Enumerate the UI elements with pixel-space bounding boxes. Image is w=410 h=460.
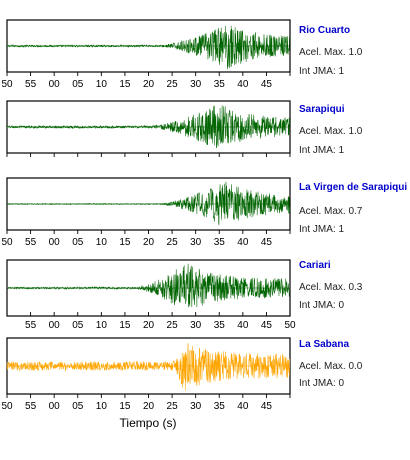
int-jma-label: Int JMA: 0 [299, 300, 344, 311]
x-tick-label: 05 [72, 237, 84, 248]
x-axis-title: Tiempo (s) [120, 416, 177, 430]
x-tick-label: 50 [1, 79, 13, 90]
x-tick-label: 20 [143, 237, 155, 248]
seismogram-trace [6, 105, 290, 149]
int-jma-label: Int JMA: 1 [299, 66, 344, 77]
x-tick-label: 00 [49, 401, 61, 412]
x-tick-label: 20 [143, 401, 155, 412]
x-tick-label: 55 [25, 79, 37, 90]
seismogram-trace [6, 25, 290, 70]
x-axis-ticks: 50 55 00 05 10 15 20 25 30 35 40 45 [1, 72, 291, 90]
acel-max-label: Acel. Max. 1.0 [299, 126, 363, 137]
x-tick-label: 45 [261, 79, 273, 90]
waveform-line [6, 25, 290, 70]
x-tick-label: 05 [72, 401, 84, 412]
x-tick-label: 35 [214, 79, 226, 90]
station-name: La Sabana [299, 339, 349, 350]
panel-sarapiqui: Sarapiqui Acel. Max. 1.0 Int JMA: 1 [6, 100, 363, 157]
x-tick-label: 20 [143, 79, 155, 90]
x-tick-label: 15 [119, 320, 131, 331]
x-tick-label: 50 [1, 237, 13, 248]
station-name: Cariari [299, 260, 331, 271]
x-tick-label: 20 [143, 320, 155, 331]
x-tick-label: 45 [261, 237, 273, 248]
x-tick-label: 05 [72, 79, 84, 90]
panel-rio-cuarto: 50 55 00 05 10 15 20 25 30 35 40 45 Rio Cuarto Acel… [1, 19, 363, 90]
acel-max-label: Acel. Max. 1.0 [299, 47, 363, 58]
x-tick-label: 00 [49, 79, 61, 90]
x-axis-ticks: 55 00 05 10 15 20 25 30 35 40 45 50 [6, 312, 296, 331]
waveform-line [6, 105, 290, 149]
x-axis-ticks [6, 153, 291, 157]
x-tick-label: 40 [237, 320, 249, 331]
x-tick-label: 10 [96, 237, 108, 248]
x-tick-label: 55 [25, 320, 37, 331]
x-tick-label: 35 [214, 320, 226, 331]
x-tick-label: 40 [237, 237, 249, 248]
waveform-line [7, 263, 290, 308]
int-jma-label: Int JMA: 1 [299, 224, 344, 235]
x-tick-label: 25 [167, 401, 179, 412]
station-name: Rio Cuarto [299, 25, 350, 36]
panel-cariari: 55 00 05 10 15 20 25 30 35 40 45 50 Cariari Acel. M… [6, 259, 363, 331]
x-tick-label: 40 [237, 79, 249, 90]
x-tick-label: 10 [96, 320, 108, 331]
x-tick-label: 35 [214, 401, 226, 412]
panel-la-sabana: 50 55 00 05 10 15 20 25 30 35 40 45 La Sabana Acel.… [1, 337, 363, 412]
x-tick-label: 15 [119, 237, 131, 248]
x-tick-label: 15 [119, 79, 131, 90]
int-jma-label: Int JMA: 0 [299, 378, 344, 389]
x-tick-label: 25 [167, 237, 179, 248]
x-tick-label: 55 [25, 401, 37, 412]
seismogram-trace [6, 181, 290, 226]
x-tick-label: 40 [237, 401, 249, 412]
x-tick-label: 25 [167, 320, 179, 331]
seismogram-trace [7, 263, 290, 308]
waveform-line [6, 181, 290, 226]
x-tick-label: 30 [190, 79, 202, 90]
acel-max-label: Acel. Max. 0.3 [299, 282, 363, 293]
station-name: Sarapiqui [299, 104, 345, 115]
x-tick-label: 35 [214, 237, 226, 248]
acel-max-label: Acel. Max. 0.7 [299, 206, 363, 217]
seismogram-trace [6, 343, 290, 391]
x-tick-label: 15 [119, 401, 131, 412]
x-tick-label: 50 [1, 401, 13, 412]
waveform-line [6, 343, 290, 391]
x-tick-label: 30 [190, 237, 202, 248]
x-tick-label: 10 [96, 79, 108, 90]
x-tick-label: 50 [284, 320, 296, 331]
x-tick-label: 10 [96, 401, 108, 412]
x-tick-label: 25 [167, 79, 179, 90]
x-tick-label: 00 [49, 320, 61, 331]
station-name: La Virgen de Sarapiqui [299, 182, 407, 193]
x-tick-label: 30 [190, 401, 202, 412]
panel-la-virgen-de-sarapiqui: 50 55 00 05 10 15 20 25 30 35 40 45 La Virgen de Sa… [1, 177, 407, 248]
x-tick-label: 55 [25, 237, 37, 248]
x-tick-label: 30 [190, 320, 202, 331]
x-tick-label: 45 [261, 320, 273, 331]
x-axis-ticks: 50 55 00 05 10 15 20 25 30 35 40 45 [1, 394, 291, 412]
x-axis-ticks: 50 55 00 05 10 15 20 25 30 35 40 45 [1, 230, 291, 248]
x-tick-label: 05 [72, 320, 84, 331]
int-jma-label: Int JMA: 1 [299, 145, 344, 156]
acel-max-label: Acel. Max. 0.0 [299, 361, 363, 372]
x-tick-label: 45 [261, 401, 273, 412]
x-tick-label: 00 [49, 237, 61, 248]
